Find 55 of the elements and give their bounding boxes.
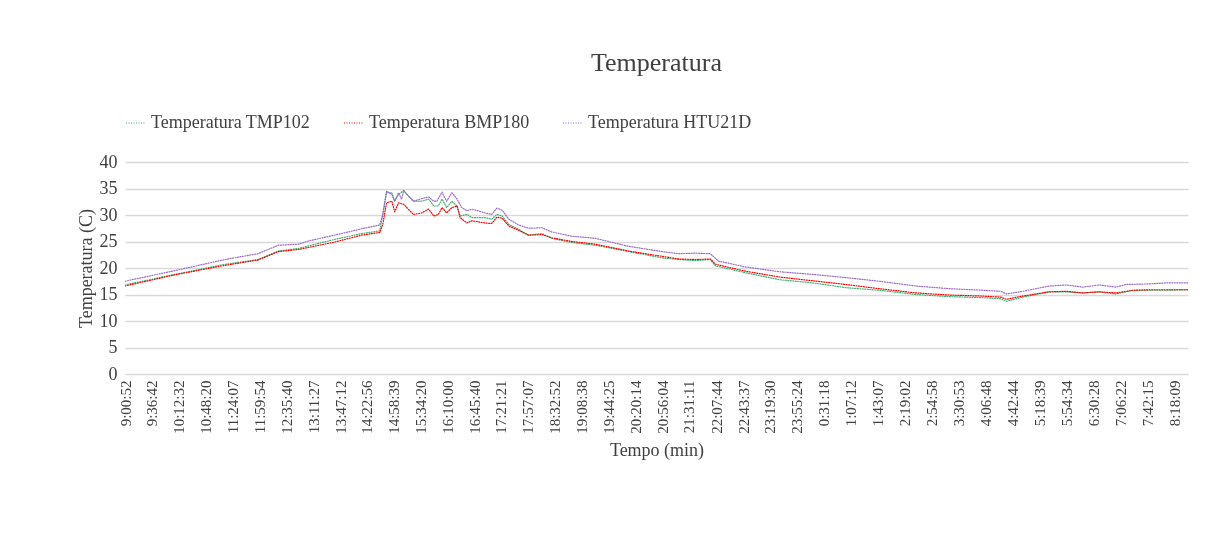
x-tick-label: 20:20:14 (627, 380, 644, 434)
x-tick-label: 9:00:52 (117, 380, 134, 427)
chart-title: Temperatura (591, 48, 723, 77)
x-tick-label: 15:34:20 (413, 380, 430, 434)
x-tick-label: 11:59:54 (251, 380, 268, 434)
legend-label: Temperatura HTU21D (588, 112, 752, 132)
y-tick-label: 20 (99, 257, 118, 278)
x-tick-label: 13:47:12 (332, 380, 349, 434)
x-tick-label: 5:18:39 (1032, 380, 1049, 427)
x-tick-label: 16:45:40 (466, 380, 483, 434)
x-tick-label: 21:31:11 (681, 380, 698, 434)
x-tick-label: 0:31:18 (816, 380, 833, 427)
y-tick-label: 35 (99, 178, 118, 198)
legend-label: Temperatura TMP102 (151, 112, 310, 132)
y-tick-label: 40 (99, 151, 118, 172)
legend-label: Temperatura BMP180 (369, 112, 530, 132)
x-tick-label: 11:24:07 (225, 380, 242, 434)
x-tick-label: 10:12:32 (171, 380, 188, 434)
x-tick-label: 9:36:42 (144, 380, 161, 427)
x-tick-label: 14:22:56 (359, 380, 376, 434)
x-axis-title: Tempo (min) (609, 439, 705, 461)
x-tick-label: 8:18:09 (1167, 380, 1184, 427)
x-tick-label: 7:06:22 (1113, 380, 1130, 427)
x-tick-label: 1:43:07 (870, 380, 887, 427)
x-tick-label: 7:42:15 (1140, 380, 1157, 427)
y-tick-label: 15 (99, 284, 118, 304)
y-tick-label: 0 (108, 363, 118, 384)
x-tick-label: 1:07:12 (843, 380, 860, 427)
x-tick-label: 23:19:30 (762, 380, 779, 434)
x-tick-label: 2:54:58 (924, 380, 941, 427)
y-tick-label: 30 (99, 204, 118, 225)
x-tick-label: 17:21:21 (493, 380, 510, 434)
x-tick-label: 10:48:20 (198, 380, 215, 434)
y-axis-title: Temperatura (C) (75, 208, 97, 329)
x-tick-label: 4:42:44 (1005, 380, 1022, 427)
x-tick-label: 5:54:34 (1059, 380, 1076, 427)
x-tick-label: 6:30:28 (1086, 380, 1103, 427)
y-tick-label: 25 (99, 231, 118, 251)
x-tick-label: 22:43:37 (735, 380, 752, 434)
x-tick-label: 16:10:00 (439, 380, 456, 434)
x-tick-label: 23:55:24 (789, 380, 806, 434)
x-tick-label: 22:07:44 (708, 380, 725, 434)
y-tick-label: 10 (99, 310, 118, 331)
x-tick-label: 18:32:52 (547, 380, 564, 434)
x-tick-label: 19:08:38 (574, 380, 591, 434)
x-tick-label: 17:57:07 (520, 380, 537, 434)
x-tick-label: 12:35:40 (278, 380, 295, 434)
x-tick-label: 14:58:39 (386, 380, 403, 434)
x-tick-label: 4:06:48 (978, 380, 995, 427)
x-tick-label: 3:30:53 (951, 380, 968, 427)
x-tick-label: 13:11:27 (305, 380, 322, 434)
x-tick-label: 20:56:04 (654, 380, 671, 434)
x-tick-label: 19:44:25 (600, 380, 617, 434)
y-tick-label: 5 (108, 337, 118, 357)
x-tick-label: 2:19:02 (897, 380, 914, 427)
